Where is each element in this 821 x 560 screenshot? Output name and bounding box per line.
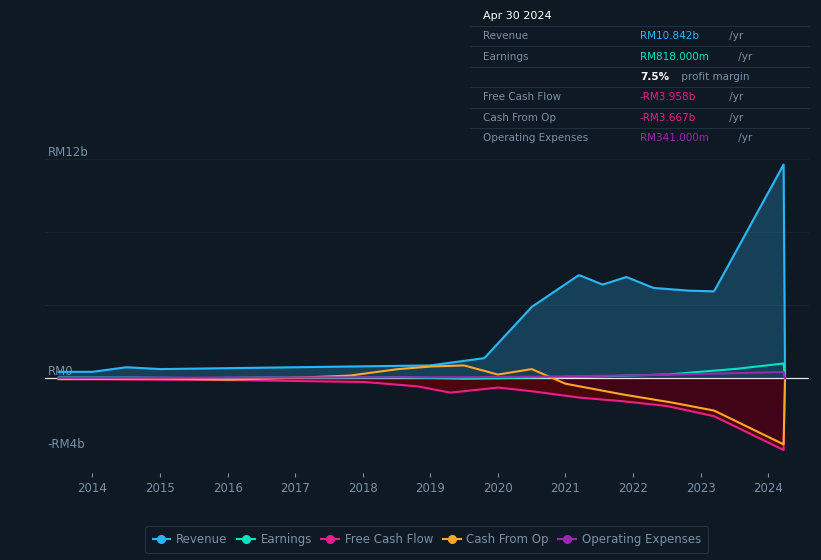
Text: /yr: /yr (726, 92, 743, 102)
Text: RM10.842b: RM10.842b (640, 31, 699, 41)
Text: RM12b: RM12b (48, 146, 88, 159)
Legend: Revenue, Earnings, Free Cash Flow, Cash From Op, Operating Expenses: Revenue, Earnings, Free Cash Flow, Cash … (145, 526, 709, 553)
Text: profit margin: profit margin (678, 72, 750, 82)
Text: -RM3.958b: -RM3.958b (640, 92, 696, 102)
Text: /yr: /yr (726, 31, 743, 41)
Text: Revenue: Revenue (484, 31, 529, 41)
Text: /yr: /yr (736, 133, 753, 143)
Text: Free Cash Flow: Free Cash Flow (484, 92, 562, 102)
Text: RM341.000m: RM341.000m (640, 133, 709, 143)
Text: /yr: /yr (726, 113, 743, 123)
Text: -RM4b: -RM4b (48, 438, 85, 451)
Text: -RM3.667b: -RM3.667b (640, 113, 696, 123)
Text: RM0: RM0 (48, 365, 73, 378)
Text: Operating Expenses: Operating Expenses (484, 133, 589, 143)
Text: 7.5%: 7.5% (640, 72, 669, 82)
Text: /yr: /yr (736, 52, 753, 62)
Text: Earnings: Earnings (484, 52, 529, 62)
Text: RM818.000m: RM818.000m (640, 52, 709, 62)
Text: Cash From Op: Cash From Op (484, 113, 557, 123)
Text: Apr 30 2024: Apr 30 2024 (484, 11, 552, 21)
